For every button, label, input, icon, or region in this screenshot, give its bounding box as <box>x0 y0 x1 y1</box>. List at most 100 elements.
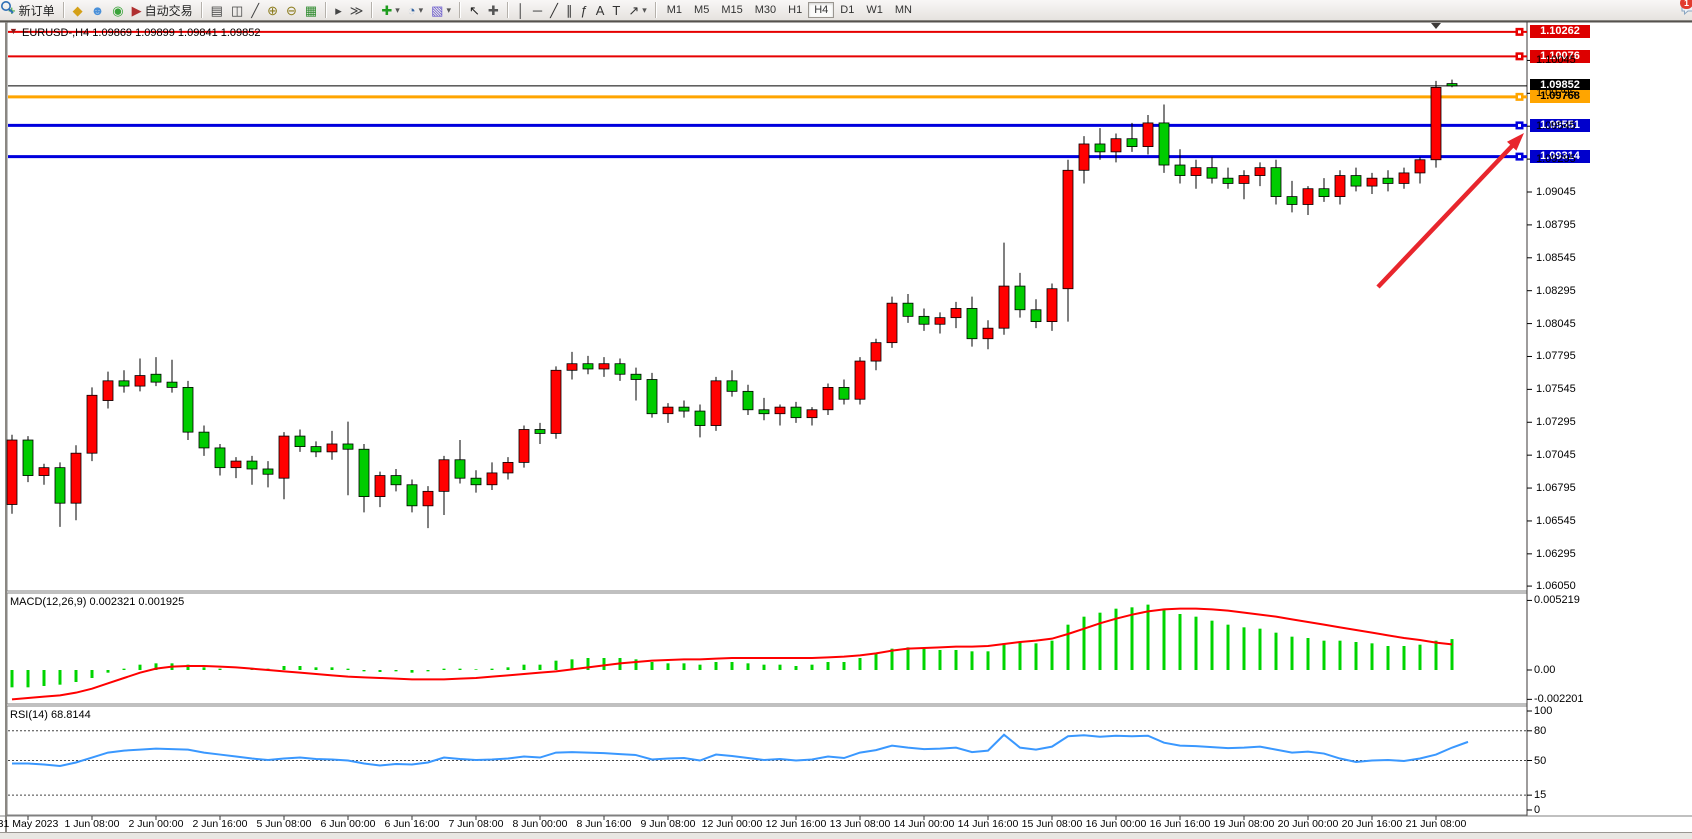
candle-body <box>694 410 706 426</box>
level-line-handle-dot <box>1518 123 1521 127</box>
dropdown-arrow-icon: ▾ <box>395 4 400 15</box>
candle-body <box>678 406 690 412</box>
text-label-icon: T <box>612 2 621 18</box>
time-axis-label: 16 Jun 00:00 <box>1085 818 1147 830</box>
main-chart-pane[interactable] <box>6 21 1528 592</box>
horizontal-line-button[interactable]: ─ <box>529 0 546 21</box>
candle-body <box>1126 138 1138 148</box>
candle-body <box>1398 172 1410 184</box>
tile-windows-button[interactable]: ▦ <box>301 0 321 21</box>
candle-body <box>54 467 66 504</box>
macd-signal-line <box>11 607 1453 701</box>
text-button[interactable]: A <box>592 0 609 21</box>
candle-body <box>1446 83 1458 87</box>
candle-body <box>70 452 82 504</box>
trendline-button[interactable]: ╱ <box>546 0 562 21</box>
crosshair-button[interactable]: ✚ <box>484 0 503 21</box>
auto-scroll-button[interactable]: ▸ <box>331 0 346 21</box>
macd-pane[interactable] <box>6 592 1528 705</box>
candle-body <box>502 461 514 474</box>
time-axis-label: 20 Jun 16:00 <box>1341 818 1403 830</box>
line-chart-button[interactable]: ╱ <box>247 0 263 21</box>
bar-chart-button[interactable]: ▤ <box>207 0 227 21</box>
candle-body <box>870 342 882 362</box>
candle-body <box>1382 177 1394 184</box>
templates-icon: ▧ <box>431 2 444 18</box>
chart-shift-marker[interactable] <box>1431 23 1441 29</box>
timeframe-h1-button[interactable]: H1 <box>788 4 803 16</box>
zoom-out-icon: ⊖ <box>285 2 297 18</box>
search-button[interactable] <box>1 0 1680 21</box>
candle-body <box>454 459 466 479</box>
timeframe-m15-button[interactable]: M15 <box>721 4 743 16</box>
new-order-button[interactable]: + 新订单 <box>4 0 59 21</box>
timeframe-d1-button[interactable]: D1 <box>840 4 855 16</box>
candle-body <box>998 285 1010 329</box>
price-tick-label: 1.09295 <box>1536 153 1576 166</box>
templates-button[interactable]: ▧ ▾ <box>427 0 455 21</box>
level-price-tag: 1.10076 <box>1530 49 1590 63</box>
periods-button[interactable]: ◔ ▾ <box>404 0 427 21</box>
candle-body <box>6 439 18 505</box>
cursor-button[interactable]: ↖ <box>465 0 484 21</box>
symbol-dropdown-icon[interactable]: ▼ <box>9 26 18 36</box>
horizontal-line-icon: ─ <box>532 2 543 18</box>
candle-body <box>598 363 610 370</box>
candle-body <box>950 308 962 319</box>
new-order-icon: + <box>8 2 16 18</box>
level-line-handle-dot <box>1518 30 1521 34</box>
community-button[interactable]: ☻ <box>87 0 109 21</box>
time-axis-label: 6 Jun 16:00 <box>384 818 440 830</box>
timeframe-m1-button[interactable]: M1 <box>666 4 683 16</box>
time-axis-label: 7 Jun 08:00 <box>448 818 504 830</box>
candle-body <box>742 390 754 411</box>
candle-body <box>1158 122 1170 166</box>
chart-shift-button[interactable]: ≫ <box>346 0 368 21</box>
level-line-handle-dot <box>1518 155 1521 159</box>
text-icon: A <box>595 2 605 18</box>
price-tick-label: 1.07795 <box>1536 350 1576 363</box>
auto-scroll-icon: ▸ <box>335 2 342 18</box>
time-axis-label: 12 Jun 00:00 <box>701 818 763 830</box>
rsi-axis-label: 50 <box>1534 754 1547 767</box>
timeframe-h4-button[interactable]: H4 <box>808 2 835 18</box>
candle-body <box>1254 167 1266 176</box>
macd-axis-label: -0.002201 <box>1534 693 1584 706</box>
time-axis-label: 13 Jun 08:00 <box>829 818 891 830</box>
candlestick-chart-button[interactable]: ◫ <box>227 0 247 21</box>
time-axis-label: 12 Jun 16:00 <box>765 818 827 830</box>
arrows-button[interactable]: ↗ ▾ <box>624 0 650 21</box>
autotrading-button[interactable]: ▶ 自动交易 <box>128 0 197 21</box>
timeframe-m5-button[interactable]: M5 <box>694 4 710 16</box>
candle-body <box>326 443 338 453</box>
time-axis-label: 8 Jun 00:00 <box>512 818 568 830</box>
candle-body <box>134 375 146 387</box>
indicators-button[interactable]: ✚ ▾ <box>377 0 403 21</box>
equidistant-channel-button[interactable]: ∥ <box>562 0 577 21</box>
price-tick-label: 1.08545 <box>1536 251 1576 264</box>
candle-body <box>1078 143 1090 171</box>
notifications-button[interactable]: 1 <box>1679 0 1692 21</box>
market-button[interactable]: ◆ <box>69 0 87 21</box>
candle-body <box>1350 175 1362 187</box>
timeframe-m30-button[interactable]: M30 <box>754 4 777 16</box>
zoom-out-button[interactable]: ⊖ <box>282 0 301 21</box>
price-tick-label: 1.06795 <box>1536 482 1576 495</box>
toolbar-separator <box>371 2 374 18</box>
signals-button[interactable]: ◉ <box>108 0 127 21</box>
fibonacci-button[interactable]: ƒ <box>576 0 591 21</box>
zoom-in-icon: ⊕ <box>267 2 278 18</box>
timeframe-w1-button[interactable]: W1 <box>866 4 883 16</box>
candle-body <box>646 379 658 415</box>
macd-indicator-label: MACD(12,26,9) 0.002321 0.001925 <box>10 596 185 608</box>
timeframe-mn-button[interactable]: MN <box>894 4 912 16</box>
vertical-line-button[interactable]: │ <box>513 0 529 21</box>
zoom-in-button[interactable]: ⊕ <box>263 0 282 21</box>
time-axis-label: 8 Jun 16:00 <box>576 818 632 830</box>
time-axis-label: 5 Jun 08:00 <box>256 818 312 830</box>
text-label-button[interactable]: T <box>608 0 624 21</box>
trend-arrow-line[interactable] <box>1376 143 1515 289</box>
candle-body <box>1206 167 1218 179</box>
candle-body <box>294 435 306 448</box>
